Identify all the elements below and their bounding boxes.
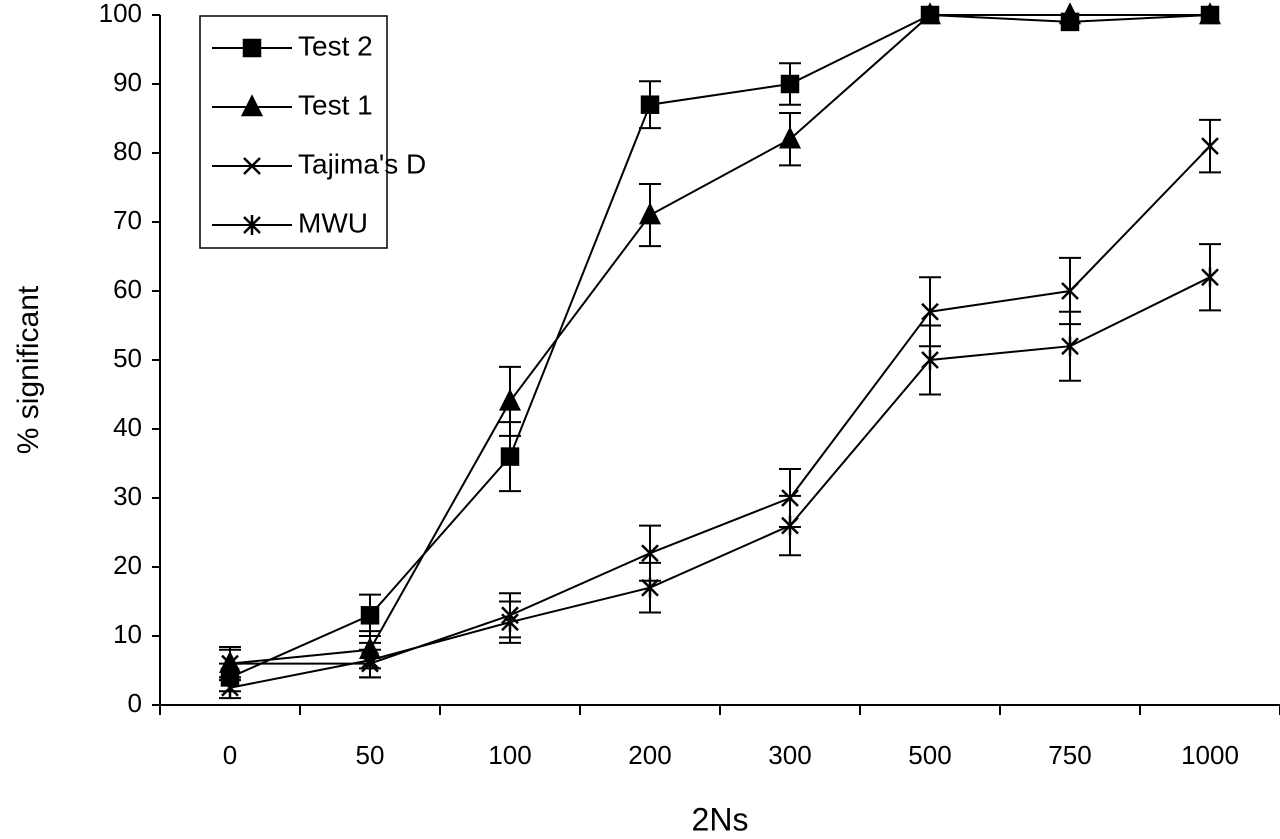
legend-marker bbox=[243, 157, 261, 175]
y-tick-label: 20 bbox=[113, 550, 142, 580]
series-line bbox=[229, 13, 1211, 679]
marker bbox=[1061, 282, 1079, 300]
series-line bbox=[229, 14, 1210, 665]
series-line bbox=[230, 145, 1211, 665]
marker bbox=[360, 606, 380, 625]
y-tick-label: 90 bbox=[113, 67, 142, 97]
x-axis-label: 2Ns bbox=[692, 801, 749, 837]
x-tick-label: 100 bbox=[488, 740, 531, 770]
marker bbox=[221, 654, 239, 673]
x-tick-label: 200 bbox=[628, 740, 671, 770]
y-tick-label: 70 bbox=[113, 205, 142, 235]
legend-label: Test 2 bbox=[298, 30, 373, 61]
marker bbox=[1201, 267, 1219, 288]
marker bbox=[1198, 2, 1222, 25]
marker bbox=[1201, 137, 1219, 155]
marker bbox=[1058, 2, 1082, 25]
x-tick-label: 500 bbox=[908, 740, 951, 770]
x-tick-label: 1000 bbox=[1181, 740, 1239, 770]
marker bbox=[641, 577, 659, 598]
y-tick-label: 30 bbox=[113, 481, 142, 511]
legend-marker bbox=[242, 38, 262, 58]
x-tick-label: 300 bbox=[768, 740, 811, 770]
legend-label: MWU bbox=[298, 207, 368, 238]
x-tick-label: 0 bbox=[223, 740, 237, 770]
y-tick-label: 60 bbox=[113, 274, 142, 304]
x-tick-label: 750 bbox=[1048, 740, 1091, 770]
legend-box bbox=[199, 15, 388, 249]
marker bbox=[921, 350, 939, 370]
legend-label: Tajima's D bbox=[298, 148, 426, 179]
marker bbox=[641, 544, 659, 563]
y-tick-label: 50 bbox=[113, 343, 142, 373]
y-tick-label: 100 bbox=[99, 0, 142, 28]
marker bbox=[501, 612, 519, 633]
marker bbox=[781, 515, 799, 536]
y-tick-label: 0 bbox=[128, 688, 142, 718]
legend-marker bbox=[243, 215, 261, 235]
series-line bbox=[229, 276, 1211, 689]
marker bbox=[921, 302, 939, 321]
x-tick-label: 50 bbox=[356, 740, 385, 770]
marker bbox=[498, 388, 522, 411]
y-tick-label: 10 bbox=[113, 619, 142, 649]
marker bbox=[918, 2, 942, 25]
legend-marker bbox=[240, 94, 264, 117]
legend-label: Test 1 bbox=[298, 89, 373, 120]
marker bbox=[500, 447, 520, 466]
marker bbox=[640, 95, 660, 114]
y-tick-label: 40 bbox=[113, 412, 142, 442]
marker bbox=[1061, 336, 1079, 357]
y-axis-label: % significant bbox=[12, 285, 45, 454]
y-tick-label: 80 bbox=[113, 136, 142, 166]
marker bbox=[221, 677, 239, 698]
marker bbox=[638, 202, 662, 225]
marker bbox=[780, 74, 800, 94]
marker bbox=[778, 126, 802, 149]
marker bbox=[361, 650, 379, 671]
